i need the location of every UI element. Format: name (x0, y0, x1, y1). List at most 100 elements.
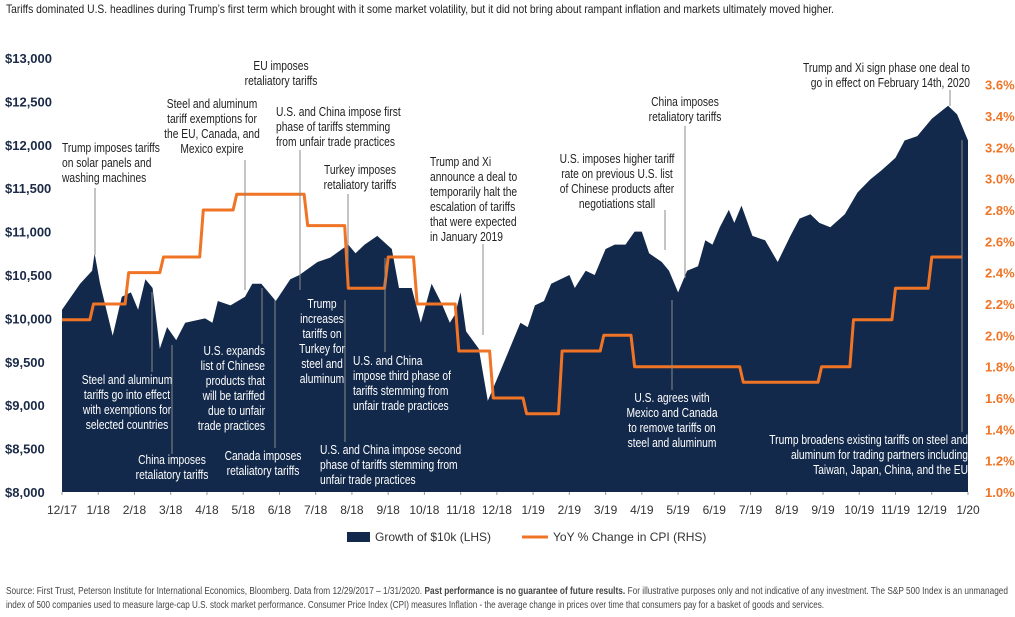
annotation-text: retaliatory tariffs (227, 465, 300, 478)
source-text: For illustrative purposes only and not i… (628, 586, 1008, 597)
annotation-text: tariff exemptions for (167, 113, 257, 126)
x-tick-label: 3/18 (159, 503, 183, 517)
area (62, 105, 968, 492)
annotation-text: Trump and Xi (430, 156, 491, 169)
annotation: U.S. expands list of Chinese products that… (198, 345, 266, 433)
y-tick-label: $10,500 (5, 268, 52, 283)
annotation-text: list of Chinese (201, 360, 265, 373)
y2-tick-label: 1.2% (985, 454, 1015, 469)
annotation: Trump increases tariffs on Turkey for steel … (299, 298, 345, 386)
annotation: EU imposes retaliatory tariffs (245, 60, 318, 88)
annotation-text: Trump imposes tariffs (62, 142, 160, 155)
annotation-text: unfair trade practices (353, 400, 449, 413)
y-tick-label: $8,000 (5, 485, 45, 500)
annotation-text: rate on previous U.S. list (561, 168, 673, 181)
x-tick-label: 2/19 (558, 503, 582, 517)
y2-tick-label: 2.4% (985, 266, 1015, 281)
x-tick-label: 10/18 (409, 503, 439, 517)
y2-tick-label: 2.6% (985, 234, 1015, 249)
x-tick-label: 1/18 (87, 503, 111, 517)
annotation-text: announce a deal to (430, 171, 517, 184)
annotation-text: Mexico and Canada (626, 407, 718, 420)
annotation-text: products that (206, 375, 266, 388)
legend-label: YoY % Change in CPI (RHS) (553, 530, 706, 544)
source-note: Source: First Trust, Peterson Institute … (6, 586, 1008, 597)
x-tick-label: 10/19 (844, 503, 874, 517)
y2-tick-label: 3.0% (985, 172, 1015, 187)
x-tick-label: 1/19 (521, 503, 545, 517)
annotation-text: Canada imposes (225, 450, 302, 463)
y-tick-label: $12,500 (5, 94, 52, 109)
annotation: Steel and aluminum tariffs go into effect… (82, 374, 173, 432)
annotation-text: U.S. and China impose first (276, 106, 401, 119)
annotation: Trump and Xi announce a deal to temporaril… (430, 156, 517, 244)
y-tick-label: $9,500 (5, 355, 45, 370)
annotation-text: increases (300, 313, 344, 326)
y2-tick-label: 1.8% (985, 360, 1015, 375)
annotation-text: washing machines (61, 172, 146, 185)
annotation-text: escalation of tariffs (430, 201, 515, 214)
source-text: Source: First Trust, Peterson Institute … (6, 586, 422, 597)
annotation: China imposes retaliatory tariffs (136, 454, 209, 482)
y-tick-label: $8,500 (5, 442, 45, 457)
annotation: Trump imposes tariffs on solar panels and… (61, 142, 160, 185)
y2-tick-label: 3.6% (985, 78, 1015, 93)
y2-tick-label: 2.2% (985, 297, 1015, 312)
annotation-text: steel and (301, 358, 343, 371)
x-tick-label: 5/18 (232, 503, 256, 517)
y2-tick-label: 2.8% (985, 203, 1015, 218)
annotation-text: to remove tariffs on (628, 422, 715, 435)
x-tick-label: 12/19 (917, 503, 947, 517)
y2-tick-label: 1.0% (985, 485, 1015, 500)
annotation: U.S. and China impose second phase of tar… (320, 444, 461, 487)
legend-swatch (347, 532, 370, 542)
annotation-text: of Chinese products after (560, 183, 675, 196)
annotation-text: unfair trade practices (320, 474, 416, 487)
y-tick-label: $13,000 (5, 51, 52, 66)
annotation-text: Turkey for (299, 343, 345, 356)
annotation-text: with exemptions for (82, 404, 171, 417)
annotation-text: retaliatory tariffs (245, 75, 318, 88)
x-tick-label: 8/19 (775, 503, 799, 517)
annotation-text: Turkey imposes (324, 164, 396, 177)
annotation-text: in January 2019 (430, 231, 503, 244)
legend-label: Growth of $10k (LHS) (375, 530, 491, 544)
x-tick-label: 5/19 (666, 503, 690, 517)
annotation-text: Taiwan, Japan, China, and the EU (813, 464, 968, 477)
annotation-text: impose third phase of (353, 370, 452, 383)
annotation-text: negotiations stall (579, 198, 655, 211)
y-tick-label: $10,000 (5, 311, 52, 326)
annotation-text: phase of tariffs stemming (276, 121, 390, 134)
x-tick-label: 6/19 (703, 503, 727, 517)
x-tick-label: 4/19 (630, 503, 654, 517)
x-tick-label: 9/18 (376, 503, 400, 517)
annotation: U.S. agrees with Mexico and Canada to remo… (626, 392, 718, 450)
annotation-text: from unfair trade practices (276, 136, 395, 149)
x-tick-label: 11/18 (446, 503, 475, 517)
y-tick-label: $9,000 (5, 398, 45, 413)
x-tick-label: 12/17 (47, 503, 77, 517)
x-tick-label: 3/19 (594, 503, 618, 517)
annotation-text: aluminum for trading partners including (791, 449, 968, 462)
annotation-text: U.S. expands (204, 345, 266, 358)
annotation-text: U.S. and China (353, 355, 423, 368)
x-tick-label: 1/20 (956, 503, 980, 517)
x-tick-label: 2/18 (123, 503, 147, 517)
annotation-text: U.S. agrees with (634, 392, 709, 405)
annotation-text: due to unfair (208, 405, 265, 418)
annotation-text: U.S. and China impose second (320, 444, 461, 457)
chart-title: Tariffs dominated U.S. headlines during … (6, 2, 834, 16)
y2-tick-label: 1.4% (985, 422, 1015, 437)
annotation-text: retaliatory tariffs (324, 179, 397, 192)
annotation-text: China imposes (651, 96, 719, 109)
annotation-text: Trump and Xi sign phase one deal to (803, 62, 970, 75)
annotation-text: tariffs stemming from (353, 385, 448, 398)
annotation-text: Steel and aluminum (82, 374, 173, 387)
annotation-text: the EU, Canada, and (164, 128, 260, 141)
annotation-text: tariffs go into effect (84, 389, 171, 402)
annotation-text: Steel and aluminum (167, 98, 258, 111)
annotation-text: steel and aluminum (628, 437, 717, 450)
annotation-text: tariffs on (302, 328, 341, 341)
